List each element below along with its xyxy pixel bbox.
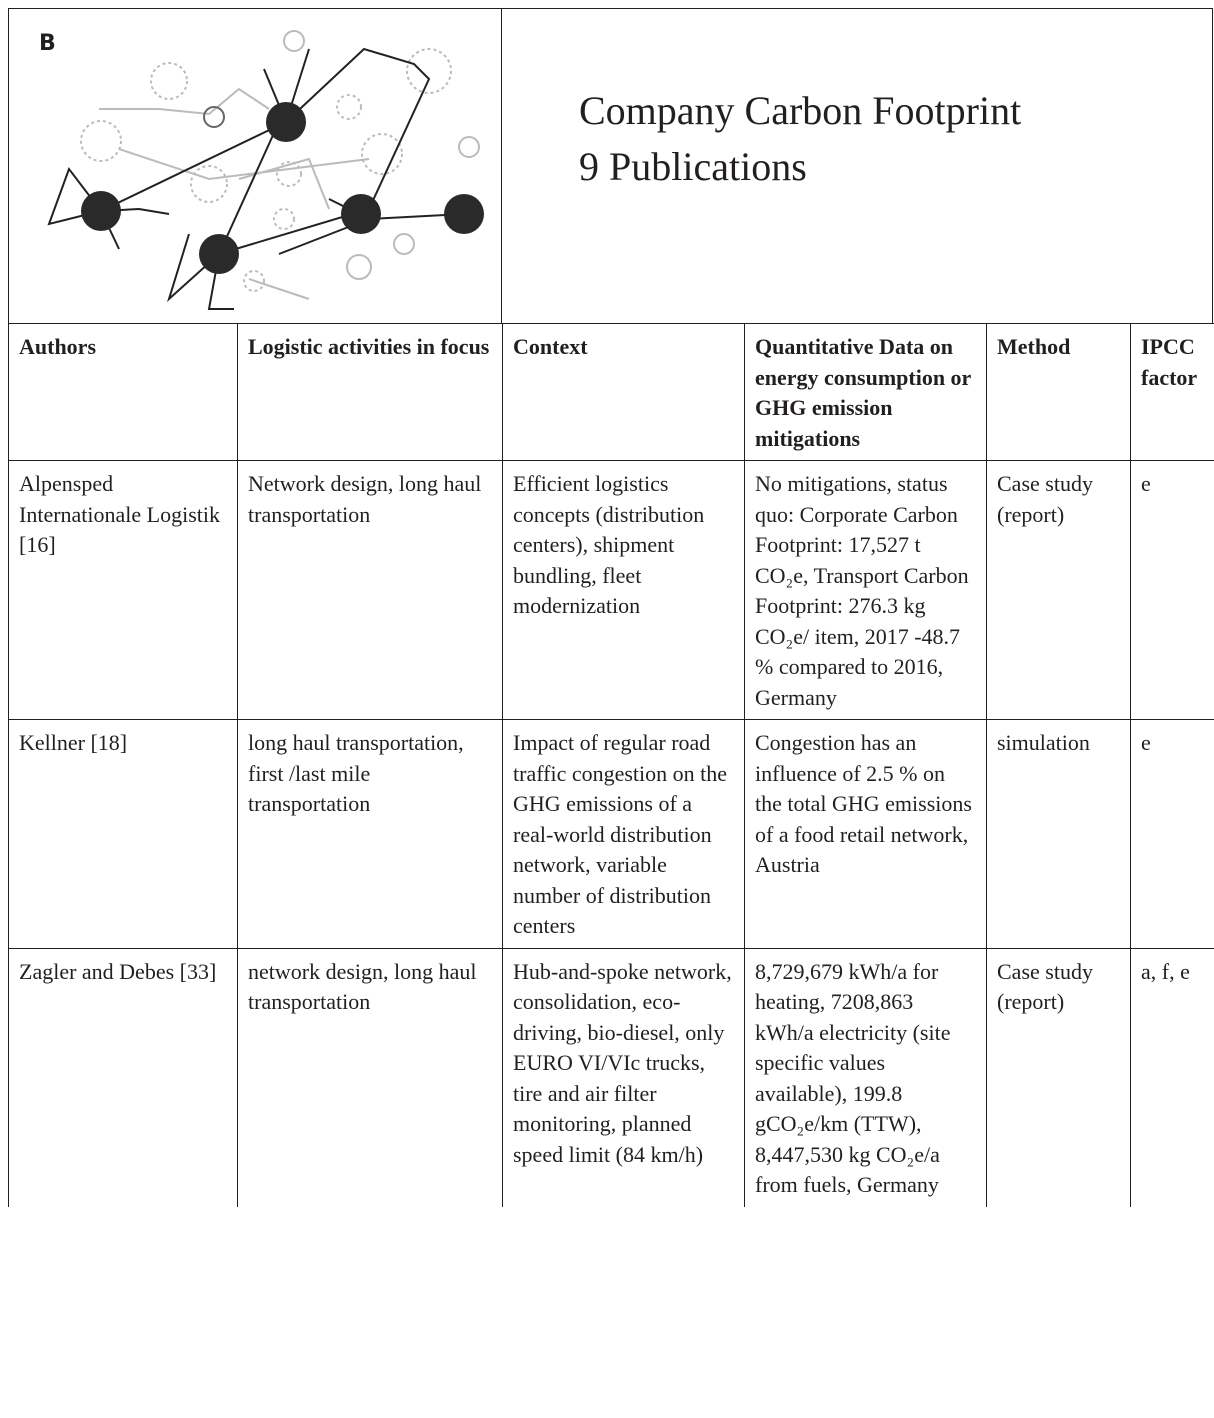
column-header: Logistic activities in focus bbox=[237, 323, 503, 461]
header-row: Authors Logistic activities in focus Conte… bbox=[8, 323, 1214, 461]
table-body: Alpensped Internationale Logistik [16] Ne… bbox=[8, 460, 1214, 1207]
table-cell: Zagler and Debes [33] bbox=[8, 947, 238, 1207]
column-header: Method bbox=[986, 323, 1131, 461]
table-cell: Kellner [18] bbox=[8, 719, 238, 949]
table-cell: e bbox=[1130, 719, 1214, 949]
subtitle: 9 Publications bbox=[579, 144, 807, 189]
table-cell: 8,729,679 kWh/a for heating, 7208,863 kW… bbox=[744, 947, 987, 1207]
table-cell: Hub-and-spoke network, consolidation, ec… bbox=[502, 947, 745, 1207]
column-header: Quantitative Data on energy consumption … bbox=[744, 323, 987, 461]
network-graphic bbox=[47, 30, 484, 310]
table-row: Alpensped Internationale Logistik [16] Ne… bbox=[8, 460, 1214, 720]
panel-label: B bbox=[39, 31, 56, 56]
table-cell: Efficient logistics concepts (distributi… bbox=[502, 460, 745, 720]
table-cell: No mitigations, status quo: Corporate Ca… bbox=[744, 460, 987, 720]
title: Company Carbon Footprint bbox=[579, 88, 1022, 133]
table-cell: long haul transportation, first /last mi… bbox=[237, 719, 503, 949]
publication-table: Authors Logistic activities in focus Conte… bbox=[8, 323, 1214, 1207]
table-cell: Congestion has an influence of 2.5 % on … bbox=[744, 719, 987, 949]
table-cell: Alpensped Internationale Logistik [16] bbox=[8, 460, 238, 720]
table-cell: Impact of regular road traffic congestio… bbox=[502, 719, 745, 949]
table-cell: e bbox=[1130, 460, 1214, 720]
table-cell: network design, long haul transportation bbox=[237, 947, 503, 1207]
table-cell: Network design, long haul transportation bbox=[237, 460, 503, 720]
table-row: Kellner [18] long haul transportation, fi… bbox=[8, 719, 1214, 949]
column-header: IPCC factor bbox=[1130, 323, 1214, 461]
table-cell: simulation bbox=[986, 719, 1131, 949]
column-header: Authors bbox=[8, 323, 238, 461]
title-block: Company Carbon Footprint 9 Publications bbox=[579, 83, 1021, 195]
header-block: B Company Carbon Footprint 9 Publication… bbox=[8, 8, 1213, 324]
network-illustration: B bbox=[9, 9, 502, 324]
table-row: Zagler and Debes [33] network design, lon… bbox=[8, 947, 1214, 1207]
table-cell: a, f, e bbox=[1130, 947, 1214, 1207]
column-header: Context bbox=[502, 323, 745, 461]
table-cell: Case study (report) bbox=[986, 460, 1131, 720]
table-cell: Case study (report) bbox=[986, 947, 1131, 1207]
